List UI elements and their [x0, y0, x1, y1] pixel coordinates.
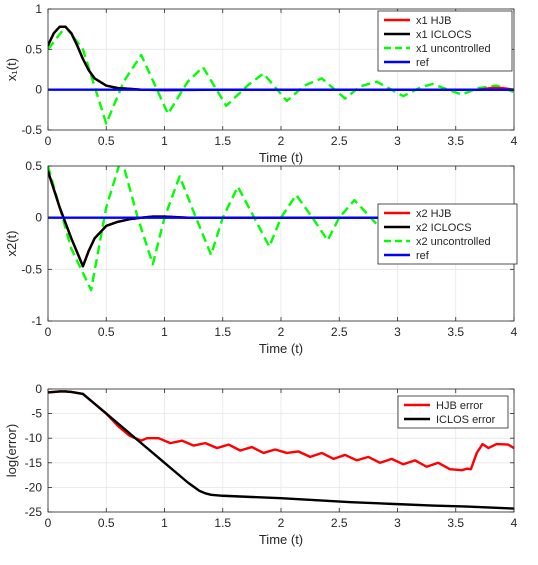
- y-tick-label: 0: [35, 83, 42, 97]
- x-tick-label: 4: [511, 134, 518, 148]
- y-tick-label: -1: [31, 314, 42, 328]
- x-tick-label: 0.5: [98, 134, 115, 148]
- x-tick-label: 1.5: [214, 325, 231, 339]
- series-group: [48, 390, 514, 510]
- x-axis-label: Time (t): [259, 341, 303, 356]
- x-axis-label: Time (t): [259, 150, 303, 165]
- legend-entry: ref: [416, 250, 430, 262]
- series-line-x1-uncontrolled: [48, 25, 514, 125]
- subplot-3: 0 0.5 1 1.5 2 2.5 3 3.5 4 -25 -20 -15 -10 -5 0 Time (t)…: [4, 382, 518, 547]
- x-axis-label: Time (t): [259, 532, 303, 547]
- legend: x2 HJB x2 ICLOCS x2 uncontrolled ref: [377, 203, 518, 265]
- y-tick-label: -10: [25, 431, 43, 445]
- x-tick-label: 3: [394, 516, 401, 530]
- legend-entry: x2 uncontrolled: [416, 236, 491, 248]
- x-tick-label: 3: [394, 134, 401, 148]
- x-tick-label: 0: [45, 516, 52, 530]
- series-line-hjb-error: [48, 390, 514, 472]
- legend-entry: x1 ICLOCS: [416, 29, 472, 41]
- x-tick-label: 1: [161, 325, 168, 339]
- legend: x1 HJB x1 ICLOCS x1 uncontrolled ref: [377, 10, 513, 72]
- y-tick-label: 0: [35, 211, 42, 225]
- y-tick-label: -25: [25, 505, 43, 519]
- x-tick-label: 2.5: [331, 325, 348, 339]
- legend-entry: ref: [416, 57, 430, 69]
- y-tick-label: -5: [31, 407, 42, 421]
- series-line-iclos-error: [48, 390, 514, 510]
- y-tick-label: 1: [35, 2, 42, 16]
- subplot-2: 0 0.5 1 1.5 2 2.5 3 3.5 4 -1 -0.5 0 0.5 Time (t) x2(t)…: [4, 159, 518, 356]
- x-tick-label: 4: [511, 325, 518, 339]
- y-tick-label: 0.5: [25, 159, 42, 173]
- x-tick-label: 2.5: [331, 134, 348, 148]
- legend-entry: x1 HJB: [416, 15, 451, 27]
- x-tick-label: 0: [45, 134, 52, 148]
- y-tick-label: -0.5: [21, 123, 42, 137]
- x-tick-label: 1.5: [214, 134, 231, 148]
- legend-entry: x2 ICLOCS: [416, 222, 472, 234]
- y-axis-label: log(error): [4, 424, 19, 477]
- y-tick-label: 0.5: [25, 42, 42, 56]
- y-axis-label: x₁(t): [4, 58, 19, 81]
- x-tick-label: 3.5: [447, 134, 464, 148]
- x-tick-label: 4: [511, 516, 518, 530]
- y-tick-label: -0.5: [21, 262, 42, 276]
- x-tick-label: 1.5: [214, 516, 231, 530]
- legend-entry: x2 HJB: [416, 208, 451, 220]
- x-tick-label: 0.5: [98, 516, 115, 530]
- x-tick-label: 3.5: [447, 516, 464, 530]
- x-tick-label: 2: [278, 134, 285, 148]
- legend-box: [397, 395, 509, 429]
- y-tick-label: -20: [25, 480, 43, 494]
- y-tick-label: 0: [35, 382, 42, 396]
- x-tick-label: 0: [45, 325, 52, 339]
- x-tick-label: 2: [278, 516, 285, 530]
- legend-entry: ICLOS error: [436, 414, 496, 426]
- series-group: [48, 25, 514, 125]
- x-tick-label: 2.5: [331, 516, 348, 530]
- legend: HJB error ICLOS error: [397, 395, 509, 429]
- y-axis-label: x2(t): [4, 231, 19, 257]
- x-tick-label: 2: [278, 325, 285, 339]
- x-tick-label: 1: [161, 516, 168, 530]
- x-tick-label: 3: [394, 325, 401, 339]
- x-tick-label: 3.5: [447, 325, 464, 339]
- legend-entry: HJB error: [436, 400, 483, 412]
- x-tick-label: 1: [161, 134, 168, 148]
- legend-entry: x1 uncontrolled: [416, 43, 491, 55]
- y-tick-label: -15: [25, 456, 43, 470]
- x-tick-label: 0.5: [98, 325, 115, 339]
